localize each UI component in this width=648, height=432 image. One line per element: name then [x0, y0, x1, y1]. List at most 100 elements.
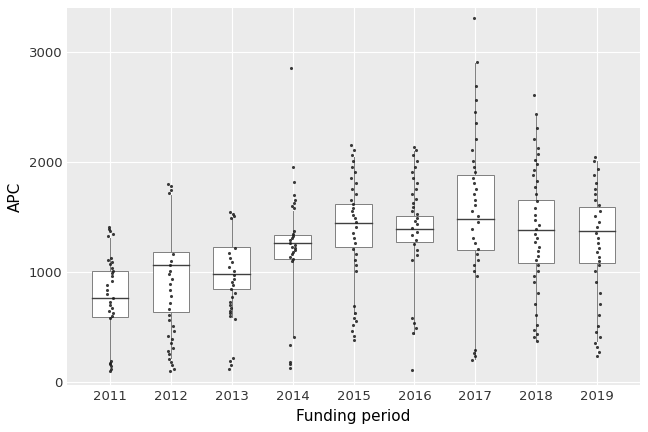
Point — [533, 243, 544, 250]
Point — [349, 146, 359, 153]
Point — [224, 302, 235, 308]
Point — [411, 246, 422, 253]
Point — [105, 228, 115, 235]
Point — [289, 228, 299, 235]
Point — [410, 320, 420, 327]
Point — [165, 262, 175, 269]
Point — [590, 185, 601, 192]
Point — [349, 337, 359, 343]
Bar — [518, 200, 555, 263]
Point — [529, 166, 539, 173]
Bar — [457, 175, 494, 250]
Point — [529, 239, 540, 246]
Point — [346, 196, 356, 203]
Point — [470, 196, 480, 203]
Point — [105, 368, 115, 375]
Point — [289, 200, 299, 206]
Point — [108, 267, 118, 274]
Point — [287, 257, 297, 264]
Point — [532, 330, 542, 337]
Point — [528, 326, 538, 333]
Point — [163, 348, 174, 355]
Point — [530, 217, 540, 224]
Point — [350, 215, 360, 222]
Point — [408, 203, 418, 210]
Point — [164, 311, 174, 318]
Point — [411, 221, 422, 228]
Point — [530, 184, 540, 191]
Point — [167, 275, 177, 282]
Point — [105, 302, 115, 308]
Point — [530, 212, 540, 219]
Point — [529, 92, 540, 98]
Point — [227, 354, 238, 361]
Point — [226, 298, 236, 305]
Point — [105, 298, 115, 305]
Point — [108, 230, 118, 237]
Point — [533, 289, 544, 296]
Point — [226, 304, 237, 311]
Point — [225, 358, 235, 365]
Point — [594, 301, 605, 308]
Point — [529, 273, 539, 280]
Point — [471, 251, 481, 258]
Point — [529, 279, 539, 286]
Point — [106, 358, 116, 365]
Point — [106, 254, 116, 261]
Point — [533, 252, 544, 259]
Point — [407, 367, 417, 374]
Point — [472, 257, 483, 264]
Point — [163, 356, 174, 362]
Point — [288, 163, 298, 170]
Point — [407, 232, 417, 239]
Point — [410, 217, 420, 224]
Point — [468, 174, 478, 181]
Point — [533, 267, 543, 274]
Point — [530, 156, 540, 163]
Point — [290, 241, 301, 248]
Point — [590, 196, 600, 203]
Point — [286, 243, 297, 250]
Point — [104, 223, 114, 230]
Point — [348, 158, 358, 165]
Point — [467, 146, 478, 153]
Point — [592, 344, 602, 351]
Point — [411, 211, 422, 218]
Point — [167, 251, 178, 258]
Point — [165, 286, 176, 293]
Point — [411, 146, 421, 153]
Point — [530, 301, 540, 308]
Point — [351, 180, 361, 187]
Point — [106, 365, 117, 372]
Point — [347, 185, 357, 192]
Point — [164, 306, 174, 313]
Point — [225, 310, 235, 317]
Point — [102, 257, 113, 264]
Point — [594, 218, 604, 225]
Point — [472, 218, 483, 225]
Point — [589, 158, 599, 165]
Point — [163, 351, 174, 358]
Point — [226, 362, 236, 368]
Point — [592, 223, 603, 230]
Point — [229, 289, 240, 296]
Point — [106, 273, 117, 280]
Point — [470, 346, 481, 353]
Point — [289, 334, 299, 341]
Point — [102, 282, 112, 289]
Point — [408, 330, 419, 337]
Point — [229, 267, 240, 274]
Point — [285, 364, 295, 371]
Point — [285, 359, 295, 365]
Point — [411, 180, 422, 187]
Point — [229, 272, 239, 279]
Point — [594, 202, 605, 209]
Point — [349, 314, 360, 321]
Point — [407, 168, 417, 175]
Point — [348, 245, 358, 252]
Point — [409, 144, 419, 151]
Point — [289, 247, 299, 254]
Point — [349, 332, 359, 339]
Point — [594, 245, 604, 251]
Point — [348, 229, 358, 236]
